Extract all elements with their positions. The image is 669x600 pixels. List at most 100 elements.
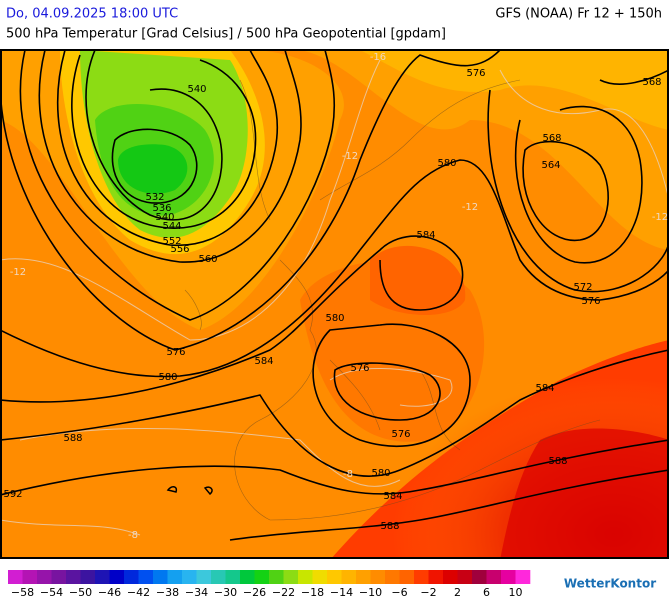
temperature-label: -12 [10,267,26,278]
geopotential-label: 532 [145,192,164,203]
geopotential-label: 580 [437,158,456,169]
geopotential-label: 540 [187,84,206,95]
temperature-label: -8 [128,530,138,541]
colorbar-swatch [51,570,67,584]
colorbar-label: −30 [214,586,237,599]
colorbar-swatch [501,570,516,584]
colorbar-swatch [443,570,458,584]
temp-area [370,245,466,315]
colorbar-swatch [414,570,429,584]
colorbar-swatch [240,570,255,584]
temperature-label: -12 [462,202,478,213]
colorbar-swatch [22,570,38,584]
colorbar-swatch [283,570,299,584]
map [1,50,668,558]
colorbar-label: −54 [40,586,63,599]
geopotential-label: 536 [152,203,171,214]
colorbar-label: −38 [156,586,179,599]
colorbar-swatch [515,570,531,584]
colorbar-label: 2 [454,586,461,599]
colorbar-label: −34 [185,586,208,599]
colorbar-swatch [8,570,23,584]
geopotential-label: 576 [350,363,369,374]
colorbar-label: −14 [330,586,353,599]
geopotential-label: 584 [254,356,273,367]
colorbar-swatch [37,570,52,584]
colorbar-swatch [225,570,241,584]
logo: WetterKontor [564,577,656,591]
colorbar-swatch [109,570,125,584]
colorbar-swatch [327,570,342,584]
colorbar-label: 10 [509,586,523,599]
colorbar-label: −2 [420,586,436,599]
geopotential-label: 564 [541,160,560,171]
colorbar-swatch [153,570,168,584]
valid-time: Do, 04.09.2025 18:00 UTC [6,7,178,22]
colorbar-swatch [80,570,96,584]
temperature-label: -12 [652,212,668,223]
colorbar-label: −42 [127,586,150,599]
colorbar-swatch [399,570,415,584]
colorbar-label: 6 [483,586,490,599]
temperature-label: -8 [343,469,353,480]
geopotential-label: 584 [416,230,435,241]
colorbar-swatch [196,570,212,584]
geopotential-label: 584 [383,491,402,502]
geopotential-label: 588 [63,433,82,444]
geopotential-label: 592 [3,489,22,500]
temperature-label: -12 [342,151,358,162]
colorbar-swatch [472,570,487,584]
colorbar-swatch [385,570,400,584]
colorbar-label: −26 [243,586,266,599]
geopotential-label: 572 [573,282,592,293]
temp-area [360,50,668,130]
colorbar-swatch [182,570,197,584]
geopotential-label: 568 [642,77,661,88]
temperature-label: -16 [370,52,386,63]
geopotential-label: 584 [535,383,554,394]
colorbar-swatch [298,570,313,584]
colorbar-swatch [167,570,183,584]
geopotential-label: 576 [466,68,485,79]
colorbar-swatch [138,570,154,584]
geopotential-label: 540 [155,212,174,223]
geopotential-label: 580 [325,313,344,324]
colorbar-swatch [254,570,270,584]
geopotential-label: 544 [162,221,181,232]
temp-area [500,428,668,558]
contour-labels: 5405365325405445525565605765805845885925… [3,52,668,541]
model-run: GFS (NOAA) Fr 12 + 150h [495,7,662,22]
colorbar-label: −6 [391,586,407,599]
geopotential-label: 576 [581,296,600,307]
geopotential-label: 588 [380,521,399,532]
colorbar-swatch [269,570,284,584]
colorbar-swatch [356,570,371,584]
colorbar-swatch [312,570,328,584]
colorbar-label: −10 [359,586,382,599]
colorbar-swatch [486,570,502,584]
colorbar-label: −58 [11,586,34,599]
map-title: 500 hPa Temperatur [Grad Celsius] / 500 … [6,27,446,42]
temp-area [1,50,668,250]
colorbar: −58 −54 −50 −46 −42 −38 −34 −30 −26 −22 −18 −14 −10−… [8,570,531,599]
geopotential-label: 576 [166,347,185,358]
colorbar-swatch [124,570,139,584]
geopotential-label: 580 [158,372,177,383]
colorbar-swatch [66,570,81,584]
colorbar-swatch [457,570,473,584]
colorbar-label: −22 [272,586,295,599]
colorbar-label: −18 [301,586,324,599]
geopotential-label: 552 [162,236,181,247]
colorbar-swatch [370,570,386,584]
colorbar-swatch [211,570,226,584]
colorbar-swatch [341,570,357,584]
geopotential-label: 560 [198,254,217,265]
colorbar-label: −46 [98,586,121,599]
geopotential-label: 580 [371,468,390,479]
geopotential-label: 576 [391,429,410,440]
geopotential-label: 588 [548,456,567,467]
geopotential-label: 556 [170,244,189,255]
colorbar-swatch [428,570,444,584]
